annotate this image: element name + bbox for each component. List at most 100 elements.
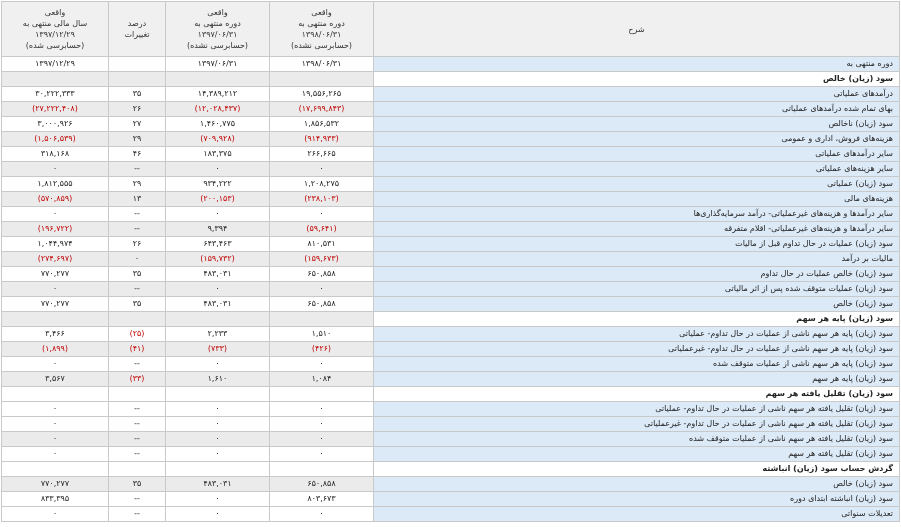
cell-c3: ۹۳۴,۲۲۲ bbox=[165, 176, 270, 192]
cell-c4: (۱۷,۶۹۹,۸۴۳) bbox=[269, 101, 374, 117]
cell-c3 bbox=[165, 461, 270, 477]
table-row: ۷۷۰,۲۷۷ ۳۵ ۴۸۳,۰۳۱ ۶۵۰,۸۵۸ سود (زیان) خالص bbox=[1, 296, 900, 312]
table-row: ۷۷۰,۲۷۷ ۳۵ ۴۸۳,۰۳۱ ۶۵۰,۸۵۸ سود (زیان) خالص bbox=[1, 476, 900, 492]
table-row: سود (زیان) خالص bbox=[1, 71, 900, 87]
cell-c1: (۲۷,۲۲۲,۴۰۸) bbox=[1, 101, 109, 117]
row-label: درآمدهای عملیاتی bbox=[373, 86, 900, 102]
row-label: سود (زیان) ناخالص bbox=[373, 116, 900, 132]
cell-c1: ۳,۵۶۷ bbox=[1, 371, 109, 387]
cell-c1: ۰ bbox=[1, 206, 109, 222]
cell-c1: ۰ bbox=[1, 281, 109, 297]
cell-c2: -- bbox=[108, 281, 166, 297]
table-row: ۰ -- ۰ ۰ سود (زیان) تقلیل یافته هر سهم ناشی … bbox=[1, 416, 900, 432]
cell-c4: ۱۹,۵۵۶,۲۶۵ bbox=[269, 86, 374, 102]
cell-c2: -- bbox=[108, 491, 166, 507]
cell-c3: ۶۴۳,۴۶۳ bbox=[165, 236, 270, 252]
cell-c2: ۲۶ bbox=[108, 101, 166, 117]
cell-c1: ۳۰,۲۲۲,۳۳۳ bbox=[1, 86, 109, 102]
cell-c1: (۲۷۴,۶۹۷) bbox=[1, 251, 109, 267]
cell-c1: ۱,۸۱۲,۵۵۵ bbox=[1, 176, 109, 192]
table-row: ۳,۰۰۰,۹۲۶ ۲۷ ۱,۴۶۰,۷۷۵ ۱,۸۵۶,۵۳۲ سود (زیان) … bbox=[1, 116, 900, 132]
cell-c3: (۷۰۹,۹۲۸) bbox=[165, 131, 270, 147]
table-row: ۰ -- ۰ ۰ سایر هزینه‌های عملیاتی bbox=[1, 161, 900, 177]
row-label: سود (زیان) پایه هر سهم bbox=[373, 371, 900, 387]
row-label: سایر درآمدها و هزینه‌های غیرعملیاتی- اقل… bbox=[373, 221, 900, 237]
cell-c4: (۵۹,۶۴۱) bbox=[269, 221, 374, 237]
row-label: هزینه‌های فروش، اداری و عمومی bbox=[373, 131, 900, 147]
cell-c3: (۲۰۰,۱۵۳) bbox=[165, 191, 270, 207]
cell-c3 bbox=[165, 71, 270, 87]
cell-c3: ۰ bbox=[165, 416, 270, 432]
cell-c2: ۲۹ bbox=[108, 176, 166, 192]
cell-c4: ۶۵۰,۸۵۸ bbox=[269, 476, 374, 492]
row-label: سایر هزینه‌های عملیاتی bbox=[373, 161, 900, 177]
cell-c1: ۳,۴۶۶ bbox=[1, 326, 109, 342]
cell-c3: (۱۲,۰۲۸,۴۳۷) bbox=[165, 101, 270, 117]
cell-c1: ۷۷۰,۲۷۷ bbox=[1, 476, 109, 492]
cell-c4: ۲۶۶,۶۶۵ bbox=[269, 146, 374, 162]
cell-c4: ۰ bbox=[269, 446, 374, 462]
cell-c4: ۰ bbox=[269, 401, 374, 417]
cell-c3: ۰ bbox=[165, 491, 270, 507]
cell-c1: ۰ bbox=[1, 161, 109, 177]
table-body: ۱۳۹۷/۱۲/۲۹ ۱۳۹۷/۰۶/۳۱ ۱۳۹۸/۰۶/۳۱ دوره منتهی… bbox=[1, 56, 900, 522]
section-heading: سود (زیان) تقلیل یافته هر سهم bbox=[373, 386, 900, 402]
cell-c3 bbox=[165, 386, 270, 402]
table-row: (۱,۸۹۹) (۴۱) (۷۳۳) (۴۲۶) سود (زیان) پایه هر … bbox=[1, 341, 900, 357]
cell-c2: ۲۶ bbox=[108, 236, 166, 252]
table-row: (۵۷۰,۸۵۹) ۱۳ (۲۰۰,۱۵۳) (۲۳۸,۱۰۳) هزینه‌های م… bbox=[1, 191, 900, 207]
row-label: سود (زیان) تقلیل یافته هر سهم ناشی از عم… bbox=[373, 431, 900, 447]
cell-c4: ۱,۸۵۶,۵۳۲ bbox=[269, 116, 374, 132]
cell-c3: ۰ bbox=[165, 281, 270, 297]
cell-c2: -- bbox=[108, 401, 166, 417]
cell-c3 bbox=[165, 311, 270, 327]
table-row: (۱۹۶,۷۲۲) -- ۹,۳۹۴ (۵۹,۶۴۱) سایر درآمدها و ه… bbox=[1, 221, 900, 237]
table-row: ۱,۰۴۴,۹۷۴ ۲۶ ۶۴۳,۴۶۳ ۸۱۰,۵۳۱ سود (زیان) عملی… bbox=[1, 236, 900, 252]
cell-c3: ۰ bbox=[165, 431, 270, 447]
cell-c4: (۱۵۹,۶۷۳) bbox=[269, 251, 374, 267]
cell-c2: ۴۶ bbox=[108, 146, 166, 162]
row-label: سایر درآمدهای عملیاتی bbox=[373, 146, 900, 162]
table-row: ۰ -- ۰ ۰ سود (زیان) تقلیل یافته هر سهم ناشی … bbox=[1, 401, 900, 417]
row-label: دوره منتهی به bbox=[373, 56, 900, 72]
row-label: مالیات بر درآمد bbox=[373, 251, 900, 267]
table-row: ۰ -- ۰ ۰ سود (زیان) پایه هر سهم ناشی از عملی… bbox=[1, 356, 900, 372]
row-label: سود (زیان) پایه هر سهم ناشی از عملیات در… bbox=[373, 341, 900, 357]
row-label: سود (زیان) عملیات در حال تداوم قبل از ما… bbox=[373, 236, 900, 252]
row-label: بهای تمام شده درآمدهای عملیاتی bbox=[373, 101, 900, 117]
row-label: تعدیلات سنواتی bbox=[373, 506, 900, 522]
row-label: هزینه‌های مالی bbox=[373, 191, 900, 207]
cell-c2: (۳۳) bbox=[108, 371, 166, 387]
header-change-percent: درصد تغییرات bbox=[108, 1, 166, 57]
cell-c4: ۰ bbox=[269, 356, 374, 372]
cell-c2: ۱۳ bbox=[108, 191, 166, 207]
table-row: ۰ -- ۰ ۰ سود (زیان) تقلیل یافته هر سهم bbox=[1, 446, 900, 462]
cell-c2: (۴۱) bbox=[108, 341, 166, 357]
cell-c2: ۳۵ bbox=[108, 266, 166, 282]
row-label: سود (زیان) انباشته ابتدای دوره bbox=[373, 491, 900, 507]
cell-c2: ۳۵ bbox=[108, 86, 166, 102]
cell-c3: ۱۳۹۷/۰۶/۳۱ bbox=[165, 56, 270, 72]
cell-c4: ۱,۵۱۰ bbox=[269, 326, 374, 342]
cell-c3: ۰ bbox=[165, 161, 270, 177]
row-label: سود (زیان) خالص bbox=[373, 476, 900, 492]
cell-c3: ۱۴,۳۸۹,۲۱۲ bbox=[165, 86, 270, 102]
cell-c4 bbox=[269, 386, 374, 402]
cell-c4: ۰ bbox=[269, 161, 374, 177]
table-row: ۰ -- ۰ ۰ سود (زیان) عملیات متوقف شده پس از ا… bbox=[1, 281, 900, 297]
cell-c2: ۲۹ bbox=[108, 131, 166, 147]
table-row: ۱۳۹۷/۱۲/۲۹ ۱۳۹۷/۰۶/۳۱ ۱۳۹۸/۰۶/۳۱ دوره منتهی… bbox=[1, 56, 900, 72]
header-row: واقعی سال مالی منتهی به ۱۳۹۷/۱۲/۲۹ (حساب… bbox=[1, 1, 900, 57]
cell-c3: ۰ bbox=[165, 506, 270, 522]
cell-c4: ۰ bbox=[269, 206, 374, 222]
cell-c3: ۰ bbox=[165, 356, 270, 372]
cell-c3: ۲,۲۳۳ bbox=[165, 326, 270, 342]
row-label: سود (زیان) پایه هر سهم ناشی از عملیات مت… bbox=[373, 356, 900, 372]
cell-c3: ۰ bbox=[165, 401, 270, 417]
section-heading: سود (زیان) پایه هر سهم bbox=[373, 311, 900, 327]
cell-c1: (۱,۸۹۹) bbox=[1, 341, 109, 357]
cell-c3: ۱۸۳,۳۷۵ bbox=[165, 146, 270, 162]
cell-c2: -- bbox=[108, 431, 166, 447]
